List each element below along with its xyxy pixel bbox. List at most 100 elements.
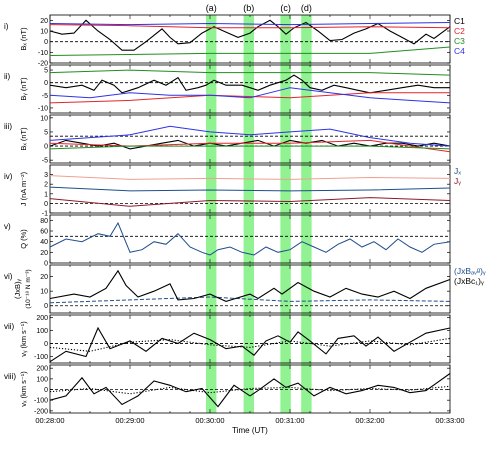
panel-roman-label: i) — [4, 22, 9, 31]
panel-v: 0 20 40 60 80 v) Q (%) — [4, 214, 451, 268]
panel-ii: -10 -5 0 5 ii) Bᵧ (nT) — [4, 64, 451, 114]
y-tick-label: 0 — [44, 261, 48, 268]
legend-entry: (JxBₐᵥᵍ)ᵧ — [454, 266, 486, 276]
band-label: (a) — [206, 3, 217, 13]
band-label: (b) — [243, 3, 254, 13]
y-axis-label: (JxB)ᵧ — [13, 278, 22, 298]
y-tick-label: -200 — [34, 408, 48, 415]
y-tick-label: 200 — [36, 315, 48, 322]
legend-entry: C2 — [454, 26, 465, 36]
y-tick-label: -10 — [38, 105, 48, 112]
y-tick-label: 2 — [44, 182, 48, 189]
y-axis-label: Bₓ (nT) — [19, 127, 28, 151]
x-axis: 00:28:00 00:29:00 00:30:00 00:31:00 00:32:00… — [35, 416, 464, 435]
series-j-z — [49, 197, 451, 207]
y-tick-label: 5 — [44, 68, 48, 75]
y-tick-label: 40 — [40, 239, 48, 246]
legend-entry: Jᵧ — [454, 176, 461, 186]
y-axis-label: Bₓ (nT) — [19, 27, 28, 51]
y-tick-label: 0 — [44, 341, 48, 348]
y-tick-label: 0 — [44, 387, 48, 394]
series-c3 — [49, 46, 451, 56]
x-axis-title: Time (UT) — [232, 426, 268, 435]
y-tick-label: 10 — [40, 289, 48, 296]
series-q — [49, 221, 451, 256]
y-tick-label: 20 — [40, 274, 48, 281]
y-tick-label: 200 — [36, 366, 48, 373]
y-tick-label: 100 — [36, 328, 48, 335]
y-tick-label: 20 — [40, 18, 48, 25]
y-tick-label: -1 — [42, 211, 48, 218]
panel-roman-label: ii) — [4, 72, 11, 81]
y-tick-label: 100 — [36, 376, 48, 383]
panel-vi: 0 10 20 vi)(JxB)ᵧ (10⁻¹⁸ N m⁻³) — [4, 264, 451, 314]
band-label: (d) — [301, 3, 312, 13]
series-v-z-model — [49, 385, 451, 395]
y-tick-label: -100 — [34, 354, 48, 361]
series-j- — [49, 175, 451, 180]
y-axis-label: vₓ (km s⁻¹) — [19, 371, 28, 407]
y-tick-label: -100 — [34, 398, 48, 405]
series-v-y-model — [49, 337, 451, 352]
y-tick-label: -5 — [42, 93, 48, 100]
x-tick-label: 00:30:00 — [195, 416, 224, 425]
highlight-bands: (a) (b) (c) (d) — [206, 3, 312, 413]
series-c4 — [49, 87, 451, 104]
legend-entry: C1 — [454, 16, 465, 26]
x-tick-label: 00:31:00 — [275, 416, 304, 425]
y-tick-label: 10 — [40, 29, 48, 36]
highlight-band-3 — [280, 15, 291, 413]
legend-entry: C3 — [454, 36, 465, 46]
series-c3 — [49, 69, 451, 76]
y-tick-label: -20 — [38, 61, 48, 68]
y-tick-label: 0 — [44, 201, 48, 208]
legend-entry: (JxBᴄ₁)ᵧ — [454, 276, 484, 286]
series-v-z — [49, 373, 451, 408]
series-c2 — [49, 24, 451, 29]
series-j- — [49, 186, 451, 192]
series-c2 — [49, 92, 450, 104]
y-tick-label: 80 — [40, 218, 48, 225]
y-tick-label: 5 — [44, 129, 48, 136]
y-tick-label: 60 — [40, 229, 48, 236]
series-c1 — [49, 139, 451, 150]
series-c1 — [49, 74, 450, 94]
y-tick-label: 10 — [40, 115, 48, 122]
panel-roman-label: v) — [4, 222, 11, 231]
panel-roman-label: iv) — [4, 172, 13, 181]
band-label: (c) — [280, 3, 291, 13]
series-c3 — [49, 145, 451, 150]
panel-vii: -100 0 100 200 vii) vᵧ (km s⁻¹) — [4, 314, 451, 364]
panel-roman-label: vii) — [4, 322, 15, 331]
legend-entry: C4 — [454, 46, 465, 56]
panel-roman-label: vi) — [4, 272, 13, 281]
y-tick-label: -10 — [38, 50, 48, 57]
y-tick-label: 3 — [44, 172, 48, 179]
y-tick-label: -5 — [42, 158, 48, 165]
highlight-band-4 — [301, 15, 312, 413]
x-tick-label: 00:33:00 — [435, 416, 464, 425]
highlight-band-2 — [243, 15, 254, 413]
y-tick-label: 0 — [44, 39, 48, 46]
y-tick-label: 20 — [40, 250, 48, 257]
y-tick-label: 1 — [44, 191, 48, 198]
y-tick-label: 0 — [44, 80, 48, 87]
panel-roman-label: iii) — [4, 122, 12, 131]
y-tick-label: 0 — [44, 303, 48, 310]
series-c4 — [49, 125, 451, 147]
panel-iv: -1 0 1 2 3 iv) J (nA m⁻²) — [4, 164, 451, 218]
x-tick-label: 00:28:00 — [35, 416, 64, 425]
highlight-band-1 — [206, 15, 217, 413]
x-tick-label: 00:32:00 — [355, 416, 384, 425]
panel-iii: -5 0 5 10 iii) Bₓ (nT) — [4, 114, 451, 165]
y-axis-label: Bᵧ (nT) — [19, 77, 28, 101]
series--jxb-avg- — [49, 296, 451, 304]
panel-viii: -200 -100 0 100 200 viii) vₓ (km s⁻¹) — [4, 364, 451, 415]
y-axis-label-units: (10⁻¹⁸ N m⁻³) — [25, 269, 32, 308]
panel-i: -20 -10 0 10 20 i) Bₓ (nT) — [4, 14, 451, 68]
series--jxb-c1- — [49, 269, 451, 302]
series-c2 — [49, 139, 451, 153]
